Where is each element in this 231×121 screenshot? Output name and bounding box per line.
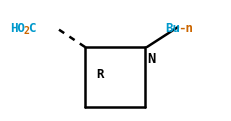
Text: Bu: Bu (165, 22, 180, 35)
Text: 2: 2 (23, 26, 29, 36)
Text: C: C (28, 22, 36, 35)
Text: HO: HO (10, 22, 25, 35)
Text: -n: -n (178, 22, 193, 35)
Text: N: N (147, 52, 155, 66)
Text: R: R (96, 68, 104, 82)
